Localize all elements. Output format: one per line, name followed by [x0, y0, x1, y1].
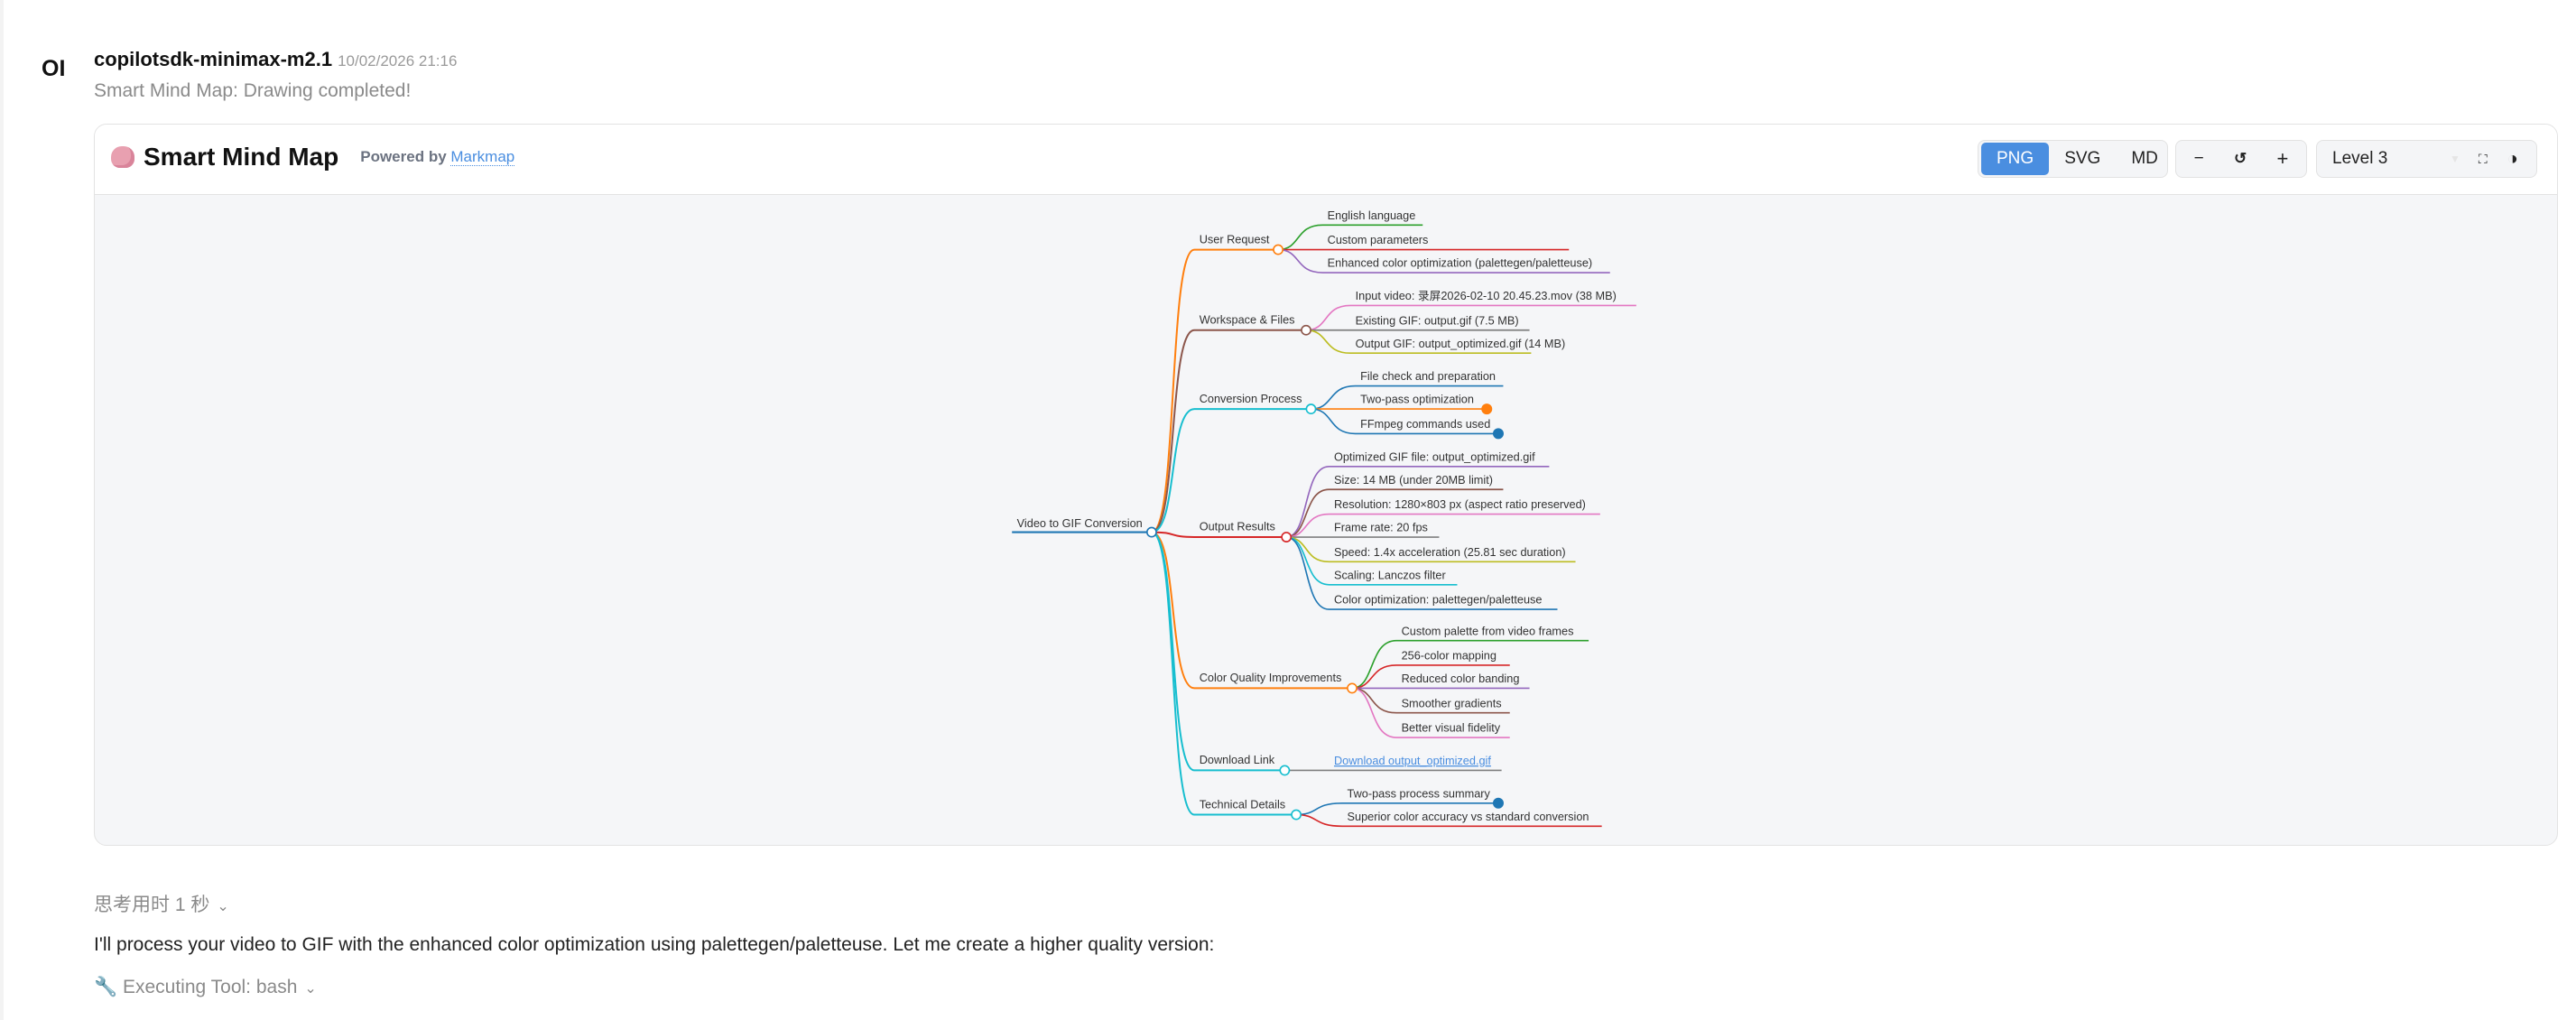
leaf-node-label: Reduced color banding — [1402, 672, 1520, 685]
leaf-node-label: Two-pass process summary — [1348, 786, 1491, 800]
branch-toggle-circle[interactable] — [1273, 244, 1283, 255]
branch-node-label: Output Results — [1200, 520, 1275, 533]
thinking-toggle[interactable]: 思考用时 1 秒 ⌄ — [94, 890, 229, 917]
powered-by: Powered by Markmap — [360, 148, 515, 166]
branch-node-label: User Request — [1200, 232, 1270, 246]
chevron-down-icon: ⌄ — [217, 899, 229, 914]
leaf-node-label: Resolution: 1280×803 px (aspect ratio pr… — [1334, 497, 1586, 511]
child-link — [1311, 408, 1498, 435]
collapsed-node-dot[interactable] — [1481, 403, 1493, 415]
child-link — [1278, 224, 1423, 251]
leaf-node-label: Custom palette from video frames — [1402, 624, 1574, 637]
child-link — [1306, 329, 1532, 355]
child-link — [1306, 304, 1636, 331]
timestamp: 10/02/2026 21:16 — [338, 52, 458, 70]
fullscreen-icon[interactable]: ⛶ — [2478, 151, 2488, 166]
child-link — [1278, 248, 1610, 274]
child-link — [1286, 488, 1504, 538]
branch-node-label: Color Quality Improvements — [1200, 671, 1342, 684]
child-link — [1286, 536, 1558, 610]
leaf-node-label: FFmpeg commands used — [1360, 417, 1490, 431]
leaf-node-label: Color optimization: palettegen/paletteus… — [1334, 593, 1543, 607]
collapsed-node-dot[interactable] — [1492, 797, 1504, 809]
leaf-node-label: Scaling: Lanczos filter — [1334, 568, 1446, 581]
export-png-button[interactable]: PNG — [1981, 143, 2050, 175]
message-header: copilotsdk-minimax-m2.1 10/02/2026 21:16 — [94, 48, 457, 71]
zoom-out-button[interactable]: − — [2193, 149, 2204, 168]
root-node-label: Video to GIF Conversion — [1017, 516, 1143, 530]
child-link — [1296, 802, 1498, 816]
mindmap-card: Smart Mind Map Powered by Markmap PNG SV… — [94, 124, 2558, 846]
child-link — [1311, 385, 1504, 410]
branch-toggle-circle[interactable] — [1347, 682, 1357, 694]
leaf-node-label: Frame rate: 20 fps — [1334, 521, 1428, 534]
markmap-link[interactable]: Markmap — [450, 148, 515, 166]
export-svg-button[interactable]: SVG — [2064, 149, 2101, 168]
branch-toggle-circle[interactable] — [1291, 809, 1302, 821]
leaf-node-label: Better visual fidelity — [1402, 721, 1501, 735]
child-link — [1351, 664, 1510, 690]
contrast-icon[interactable]: ◑ — [2507, 148, 2518, 169]
branch-link — [1151, 408, 1311, 533]
level-select[interactable]: Level 3 — [2332, 149, 2388, 168]
zoom-in-button[interactable]: + — [2276, 147, 2289, 170]
avatar: OI — [42, 56, 66, 81]
download-link[interactable]: Download output_optimized.gif — [1334, 754, 1491, 767]
child-link — [1286, 465, 1550, 538]
view-group: Level 3 ▼ ⛶ ◑ — [2316, 140, 2537, 178]
leaf-node-label: Optimized GIF file: output_optimized.gif — [1334, 450, 1535, 463]
powered-by-label: Powered by — [360, 148, 447, 165]
leaf-node-label: Input video: 录屏2026-02-10 20.45.23.mov (… — [1356, 289, 1617, 302]
thinking-label: 思考用时 1 秒 — [94, 895, 210, 915]
branch-toggle-circle[interactable] — [1305, 403, 1317, 415]
leaf-node-label: Enhanced color optimization (palettegen/… — [1328, 256, 1592, 270]
chevron-down-icon: ⌄ — [304, 981, 317, 997]
export-group: PNG SVG MD — [1978, 140, 2168, 178]
leaf-node-label: 256-color mapping — [1402, 649, 1496, 663]
branch-toggle-circle[interactable] — [1279, 765, 1291, 776]
branch-link — [1151, 531, 1352, 690]
branch-link — [1151, 531, 1297, 816]
branch-node-label: Technical Details — [1200, 797, 1285, 811]
branch-node-label: Download Link — [1200, 753, 1275, 766]
export-md-button[interactable]: MD — [2131, 149, 2158, 168]
root-toggle-circle[interactable] — [1146, 526, 1157, 538]
leaf-node-label: Speed: 1.4x acceleration (25.81 sec dura… — [1334, 545, 1566, 559]
child-link — [1286, 513, 1600, 538]
leaf-node-label: Two-pass optimization — [1360, 393, 1474, 406]
left-border — [0, 0, 4, 1020]
executing-tool-toggle[interactable]: 🔧 Executing Tool: bash ⌄ — [94, 977, 317, 998]
leaf-node-label: Existing GIF: output.gif (7.5 MB) — [1356, 313, 1519, 327]
leaf-node-label: Output GIF: output_optimized.gif (14 MB) — [1356, 337, 1566, 350]
leaf-node-label: Size: 14 MB (under 20MB limit) — [1334, 473, 1493, 487]
branch-node-label: Workspace & Files — [1200, 312, 1295, 326]
chevron-down-icon[interactable]: ▼ — [2450, 153, 2460, 165]
brain-icon — [111, 146, 134, 168]
author-name: copilotsdk-minimax-m2.1 — [94, 48, 333, 70]
child-link — [1296, 813, 1602, 828]
card-header: Smart Mind Map Powered by Markmap PNG SV… — [95, 125, 2557, 195]
card-title: Smart Mind Map Powered by Markmap — [111, 143, 515, 172]
child-link — [1351, 639, 1589, 690]
leaf-node-label: English language — [1328, 209, 1416, 222]
branch-toggle-circle[interactable] — [1281, 532, 1293, 542]
branch-node-label: Conversion Process — [1200, 392, 1302, 405]
collapsed-node-dot[interactable] — [1492, 428, 1504, 440]
leaf-node-label: Superior color accuracy vs standard conv… — [1348, 810, 1589, 823]
leaf-node-label: Smoother gradients — [1402, 696, 1502, 709]
branch-link — [1151, 329, 1307, 533]
reply-text: I'll process your video to GIF with the … — [94, 934, 1215, 955]
status-text: Smart Mind Map: Drawing completed! — [94, 80, 412, 101]
title-text: Smart Mind Map — [144, 143, 339, 171]
leaf-node-label: File check and preparation — [1360, 369, 1496, 383]
child-link — [1351, 687, 1510, 738]
branch-toggle-circle[interactable] — [1301, 324, 1311, 336]
leaf-node-label: Custom parameters — [1328, 233, 1429, 246]
executing-label: 🔧 Executing Tool: bash — [94, 977, 298, 997]
zoom-group: − ↺ + — [2175, 140, 2307, 178]
reset-zoom-button[interactable]: ↺ — [2233, 150, 2247, 167]
branch-link — [1151, 531, 1287, 539]
branch-link — [1151, 248, 1279, 533]
